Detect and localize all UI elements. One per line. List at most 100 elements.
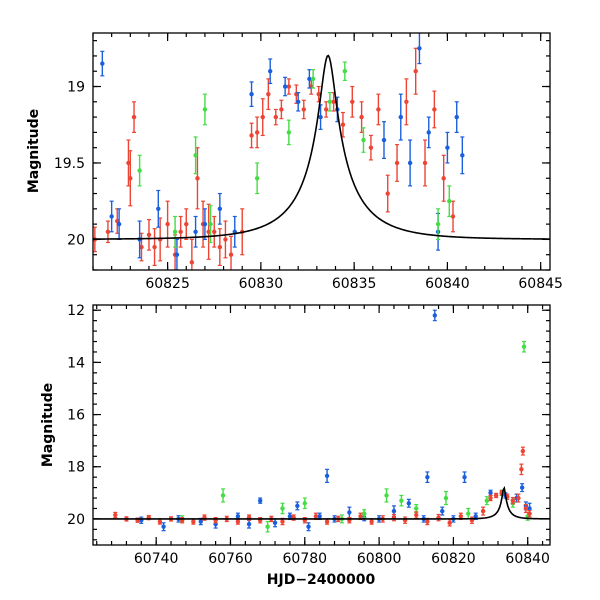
data-point: [295, 92, 301, 112]
data-point: [302, 497, 307, 510]
top-axes: 60825 60830 60835 60840 60845 19 19.5 20: [54, 33, 563, 292]
data-point: [268, 58, 273, 85]
x-tick-label: 60760: [208, 551, 253, 567]
data-point: [294, 84, 299, 104]
data-point: [454, 101, 459, 133]
data-point: [447, 185, 452, 218]
data-point: [212, 215, 217, 248]
top-y-axis-label: Magnitude: [26, 109, 42, 193]
x-tick-label: 60740: [134, 551, 179, 567]
data-point: [195, 147, 200, 210]
data-point: [228, 235, 234, 270]
data-point: [282, 76, 288, 97]
data-point: [172, 215, 178, 248]
data-point: [217, 228, 223, 267]
data-point: [447, 519, 452, 527]
data-point: [407, 139, 413, 187]
data-point: [460, 136, 465, 175]
data-point: [280, 502, 285, 515]
data-point: [257, 497, 263, 504]
data-point: [480, 506, 486, 516]
data-point: [425, 471, 430, 483]
x-tick-label: 60780: [283, 551, 328, 567]
data-point: [184, 208, 189, 241]
data-point: [316, 85, 321, 103]
data-point: [260, 98, 265, 137]
y-tick-label: 18: [67, 460, 85, 476]
top-series-0: [93, 47, 456, 270]
data-point: [404, 78, 409, 126]
data-point: [323, 101, 329, 118]
data-point: [414, 503, 419, 513]
data-point: [440, 506, 445, 516]
data-point: [146, 218, 152, 251]
y-tick-label: 12: [67, 303, 85, 319]
data-point: [488, 489, 493, 497]
data-point: [443, 490, 449, 506]
data-point: [206, 203, 211, 260]
data-point: [342, 61, 348, 82]
bottom-series-1: [179, 340, 530, 533]
data-point: [265, 520, 270, 533]
data-point: [361, 127, 366, 153]
data-point: [272, 518, 278, 528]
data-point: [202, 93, 208, 126]
data-point: [406, 498, 412, 508]
data-point: [527, 509, 532, 518]
data-point: [520, 446, 526, 456]
data-point: [376, 93, 381, 126]
data-point: [385, 174, 390, 213]
bottom-plot-area: [93, 309, 550, 533]
data-point: [131, 101, 137, 133]
data-point: [441, 154, 446, 202]
data-point: [202, 208, 208, 241]
data-point: [254, 162, 260, 195]
data-point: [165, 200, 170, 248]
top-panel-frame: [92, 32, 551, 271]
data-point: [249, 122, 254, 149]
data-point: [445, 131, 450, 164]
data-point: [217, 192, 223, 225]
data-point: [178, 215, 183, 248]
y-tick-label: 20: [67, 512, 85, 528]
data-point: [220, 488, 226, 503]
data-point: [310, 69, 316, 89]
data-point: [249, 81, 254, 107]
data-point: [519, 463, 524, 476]
data-point: [436, 513, 441, 522]
data-point: [279, 99, 284, 120]
y-tick-label: 19.5: [54, 156, 85, 172]
data-point: [339, 514, 345, 524]
x-tick-label: 60800: [357, 551, 402, 567]
data-point: [493, 492, 499, 499]
bottom-y-axis-label: Magnitude: [40, 383, 56, 467]
data-point: [368, 134, 374, 161]
data-point: [161, 522, 166, 532]
data-point: [331, 92, 336, 112]
data-point: [324, 468, 330, 483]
bottom-axes: 60740 60760 60780 60800 60820 60840 12 14 16 18 20: [67, 303, 550, 567]
bottom-series-0: [139, 309, 532, 532]
data-point: [391, 513, 397, 522]
data-point: [394, 144, 400, 182]
x-tick-label: 60835: [332, 276, 377, 292]
top-series-2: [137, 61, 452, 248]
data-point: [254, 116, 260, 149]
y-tick-label: 19: [67, 80, 85, 96]
y-tick-label: 20: [67, 232, 85, 248]
y-tick-label: 14: [67, 355, 85, 371]
data-point: [450, 200, 456, 233]
data-point: [462, 471, 467, 483]
data-point: [350, 85, 355, 118]
x-tick-label: 60825: [145, 276, 190, 292]
x-tick-label: 60845: [518, 276, 563, 292]
data-point: [113, 511, 118, 519]
data-point: [488, 494, 493, 502]
bottom-x-axis-label: HJD−2400000: [267, 572, 376, 588]
data-point: [399, 494, 404, 507]
data-point: [223, 220, 228, 259]
data-point: [384, 488, 389, 503]
x-tick-label: 60840: [425, 276, 470, 292]
data-point: [466, 507, 471, 520]
